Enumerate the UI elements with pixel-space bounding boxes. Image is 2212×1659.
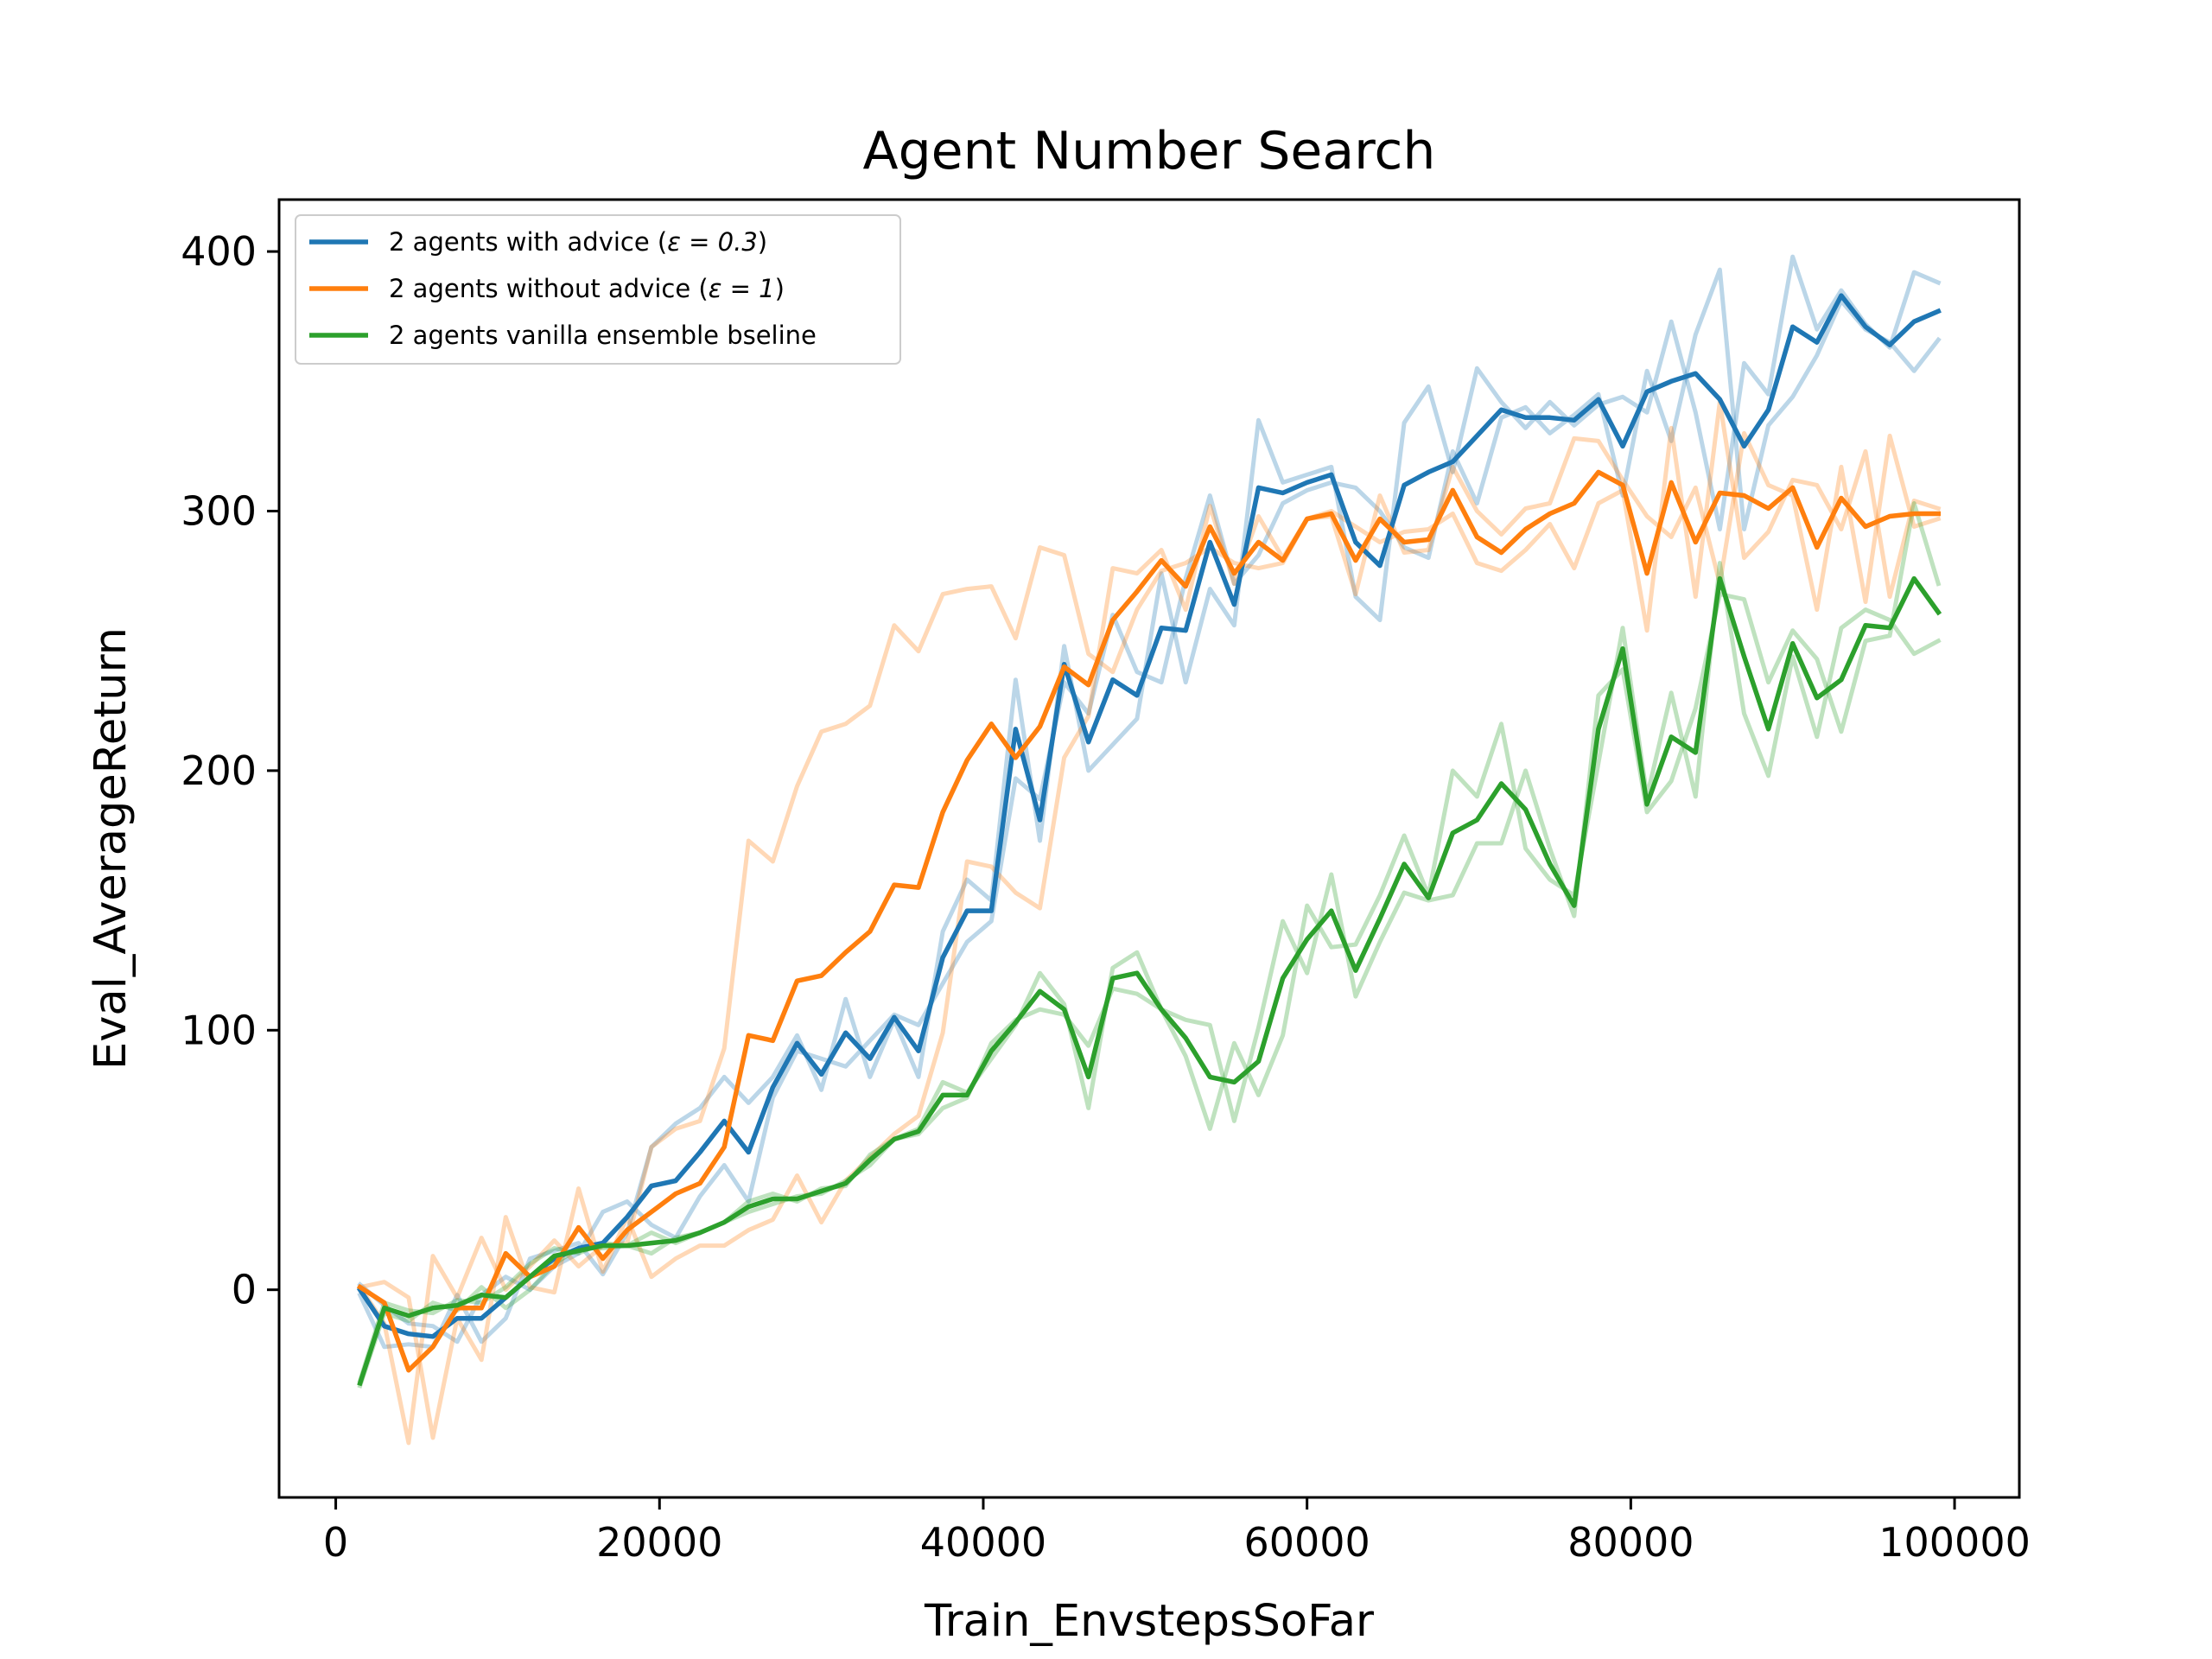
x-tick-label: 80000	[1567, 1519, 1694, 1566]
legend-box	[295, 214, 901, 365]
series-line-1	[356, 469, 1942, 1373]
x-tick-label: 20000	[596, 1519, 722, 1566]
legend-entry: 2 agents with advice (ε = 0.3)	[389, 227, 767, 257]
series-line-0	[356, 293, 1942, 1339]
x-tick-label: 0	[323, 1519, 348, 1566]
y-tick-label: 200	[181, 747, 257, 794]
legend-entry: 2 agents without advice (ε = 1)	[389, 274, 785, 303]
x-axis-label: Train_EnvstepsSoFar	[924, 1596, 1374, 1647]
chart-title: Agent Number Search	[863, 121, 1436, 181]
y-tick-label: 300	[181, 487, 257, 534]
x-tick-label: 60000	[1243, 1519, 1370, 1566]
series-layer	[356, 254, 1942, 1446]
series-run-line-3	[357, 254, 1942, 1350]
x-tick-label: 40000	[920, 1519, 1046, 1566]
y-tick-label: 0	[232, 1267, 257, 1313]
plot-frame	[277, 198, 2021, 1499]
legend: 2 agents with advice (ε = 0.3) 2 agents w…	[295, 214, 901, 365]
y-tick-label: 400	[181, 228, 257, 275]
series-run-line-5	[357, 399, 1942, 1440]
y-tick-label: 100	[181, 1007, 257, 1053]
series-run-line-4	[357, 267, 1942, 1344]
series-line-2	[357, 575, 1942, 1387]
y-axis-label: Eval_AverageReturn	[86, 627, 137, 1070]
x-axis: 0 20000 40000 60000 80000 100000	[323, 1497, 2031, 1566]
x-tick-label: 100000	[1878, 1519, 2031, 1566]
y-axis: 0 100 200 300 400	[181, 228, 279, 1313]
legend-entry: 2 agents vanilla ensemble bseline	[389, 321, 817, 350]
